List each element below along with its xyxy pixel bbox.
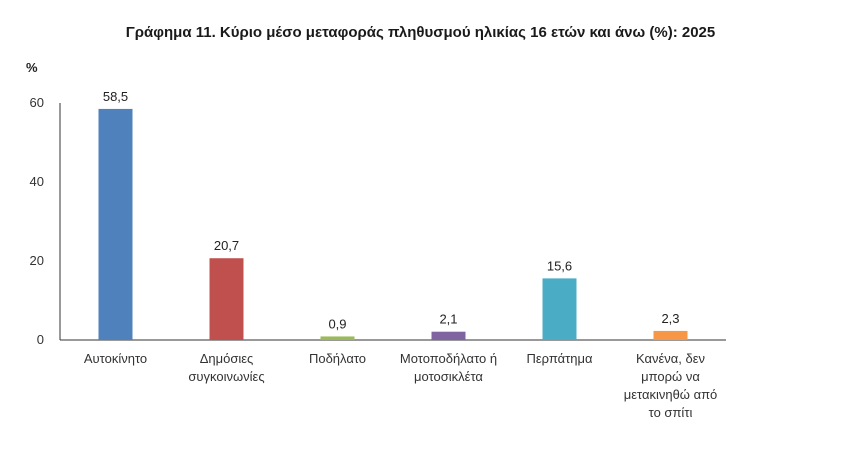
data-label: 58,5 bbox=[103, 89, 128, 104]
category-label: Αυτοκίνητο bbox=[84, 351, 147, 366]
y-tick-label: 60 bbox=[30, 95, 44, 110]
bar bbox=[653, 330, 688, 340]
data-labels: 58,5 20,7 0,9 2,1 15,6 2,3 bbox=[103, 89, 680, 332]
bar bbox=[431, 331, 466, 340]
data-label: 2,1 bbox=[439, 312, 457, 327]
category-label: Περπάτημα bbox=[526, 351, 593, 366]
bar bbox=[209, 258, 244, 340]
data-label: 15,6 bbox=[547, 258, 572, 273]
data-label: 2,3 bbox=[661, 311, 679, 326]
bar bbox=[320, 336, 355, 340]
bars bbox=[98, 108, 688, 340]
data-label: 20,7 bbox=[214, 238, 239, 253]
category-label: Ποδήλατο bbox=[309, 351, 366, 366]
bar bbox=[542, 278, 577, 340]
y-tick-label: 0 bbox=[37, 332, 44, 347]
category-label: Μοτοποδήλατο ή μοτοσικλέτα bbox=[400, 351, 497, 384]
y-axis-ticks: 0 20 40 60 bbox=[30, 95, 44, 347]
bar bbox=[98, 108, 133, 340]
data-label: 0,9 bbox=[328, 316, 346, 331]
category-labels: Αυτοκίνητο Δημόσιες συγκοινωνίες Ποδήλατο Μο… bbox=[84, 351, 717, 420]
category-label: Δημόσιες συγκοινωνίες bbox=[188, 351, 264, 384]
y-tick-label: 40 bbox=[30, 174, 44, 189]
category-label: Κανένα, δεν μπορώ να μετακινηθώ από το σπίτ… bbox=[624, 351, 718, 420]
y-axis-unit-label: % bbox=[26, 60, 38, 75]
y-tick-label: 20 bbox=[30, 253, 44, 268]
chart-title: Γράφημα 11. Κύριο μέσο μεταφοράς πληθυσμ… bbox=[125, 24, 716, 41]
